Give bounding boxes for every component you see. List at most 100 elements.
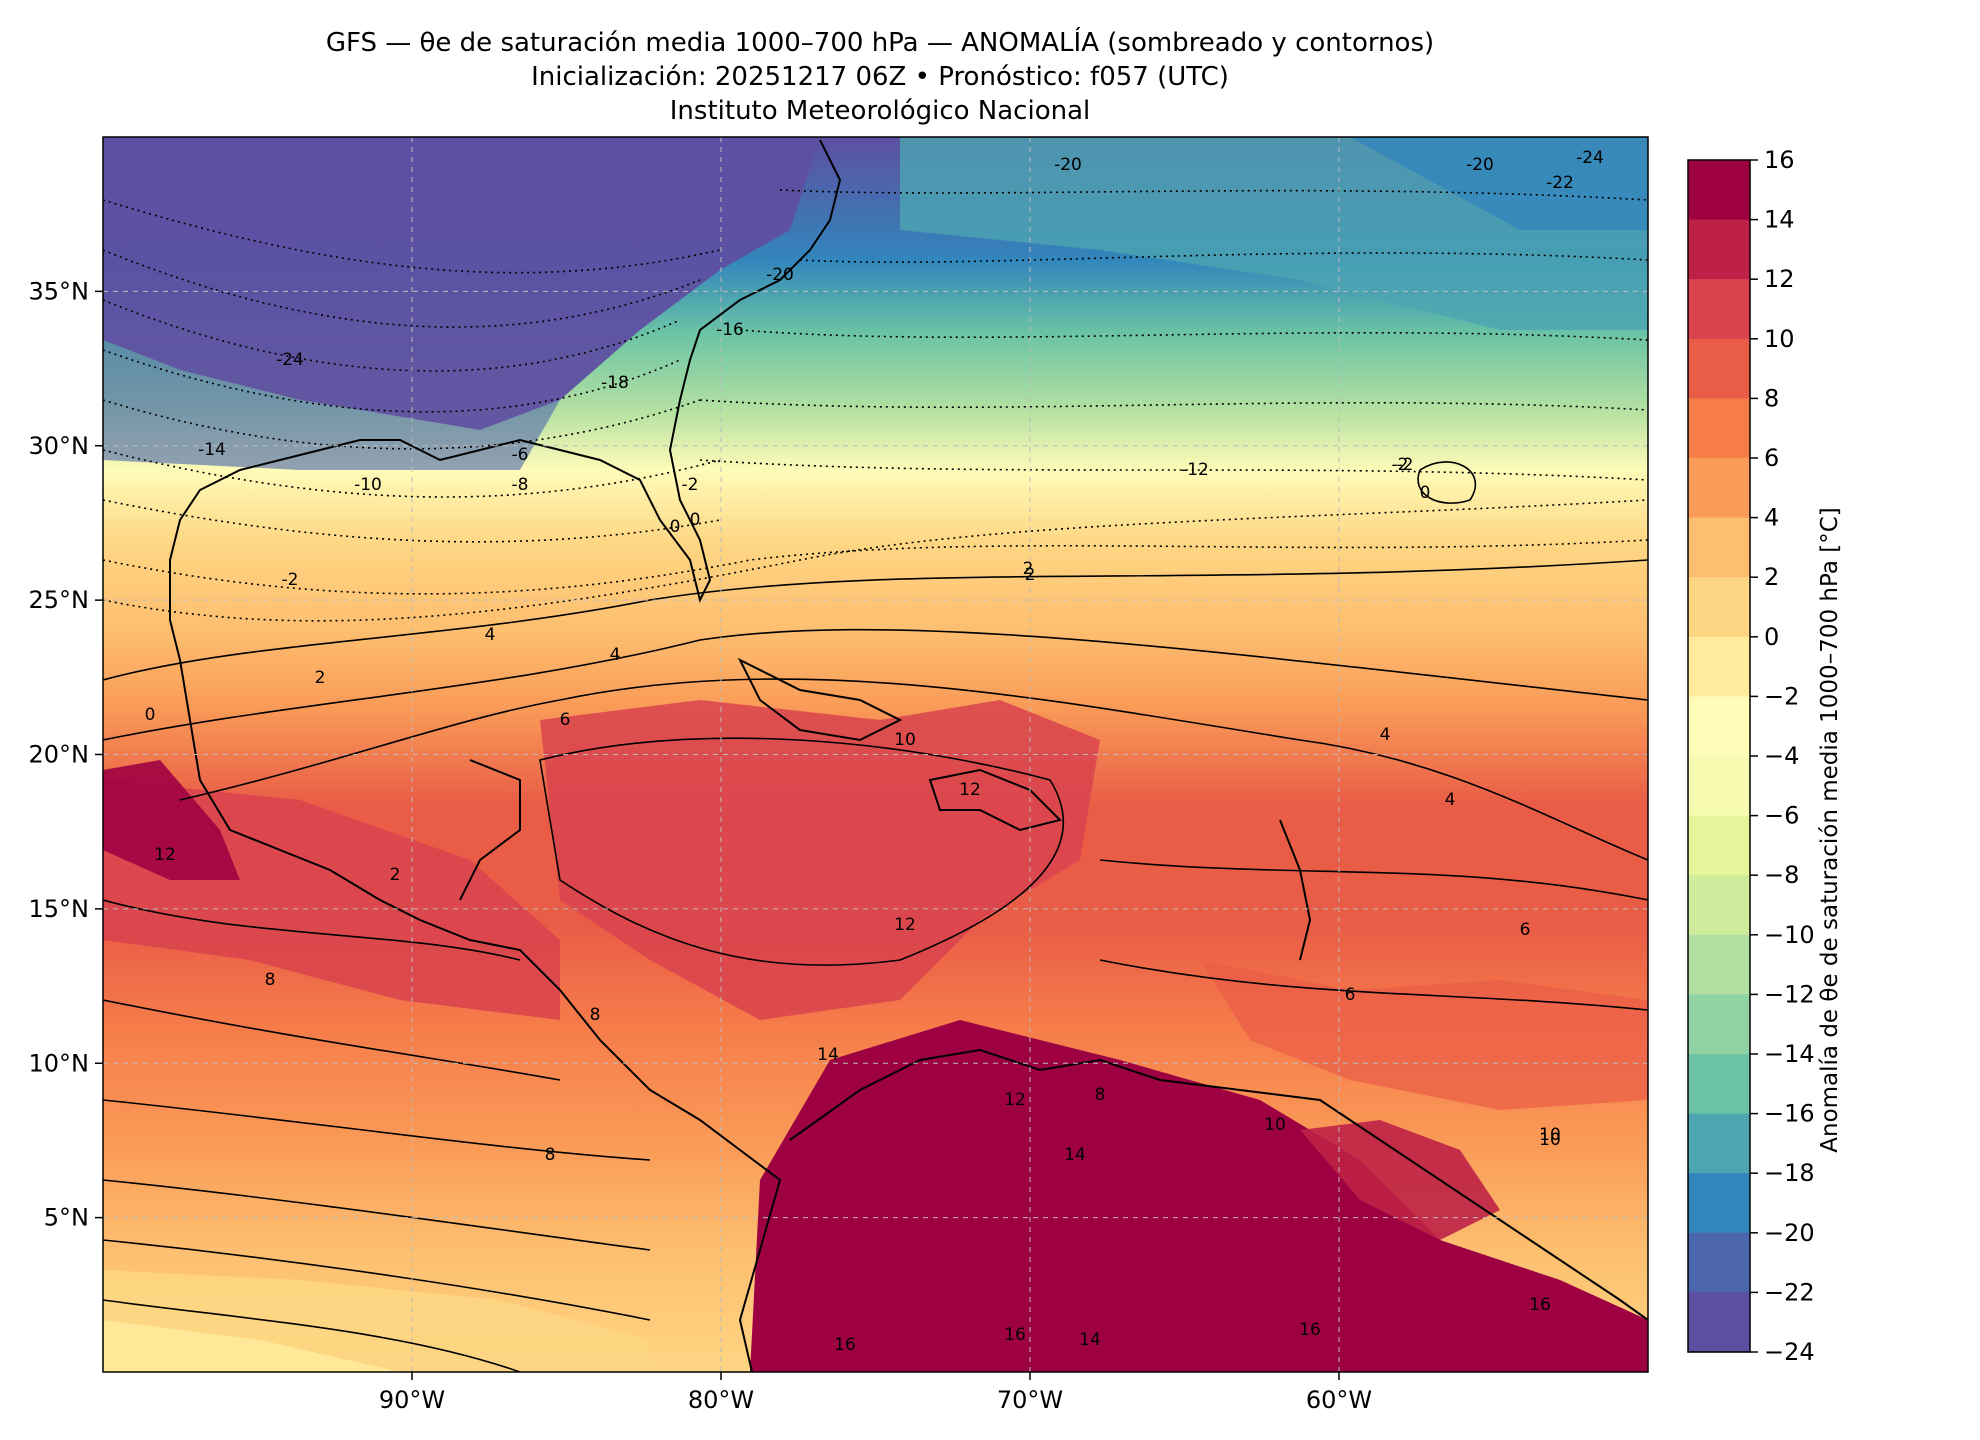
contour-label: 4 <box>485 625 496 645</box>
colorbar-tick-label: −20 <box>1764 1219 1815 1247</box>
contour-label: 10 <box>894 730 916 750</box>
colorbar-tick-label: 8 <box>1764 384 1779 412</box>
colorbar-tick-label: −6 <box>1764 802 1799 830</box>
colorbar-tick-label: −10 <box>1764 921 1815 949</box>
coastlines <box>169 139 1648 1372</box>
colorbar-band <box>1688 160 1750 221</box>
contour-label: -22 <box>1546 173 1574 193</box>
colorbar-band <box>1688 934 1750 995</box>
lat-tick-label: 25°N <box>29 586 90 614</box>
colorbar-tick-label: 10 <box>1764 325 1795 353</box>
lon-tick-label: 90°W <box>379 1386 445 1414</box>
contour-label: 6 <box>1520 920 1531 940</box>
colorbar-tick-label: −16 <box>1764 1100 1815 1128</box>
colorbar-band <box>1688 994 1750 1055</box>
contour-label: 4 <box>1445 790 1456 810</box>
contour-label: -20 <box>1466 155 1494 175</box>
colorbar-band <box>1688 279 1750 340</box>
colorbar-band <box>1688 1054 1750 1115</box>
colorbar-band <box>1688 815 1750 876</box>
contour-label: 2 <box>390 865 401 885</box>
anomaly-contours <box>103 189 1648 1372</box>
lon-tick-label: 80°W <box>688 1386 754 1414</box>
contour-label: 14 <box>1079 1330 1101 1350</box>
colorbar <box>1687 159 1751 1353</box>
contour-label: 12 <box>1004 1090 1026 1110</box>
colorbar-band <box>1688 517 1750 578</box>
contour-label: -24 <box>1576 148 1604 168</box>
contour-label: 2 <box>1025 565 1036 585</box>
contour-label: 10 <box>1539 1125 1561 1145</box>
gridlines <box>103 137 1648 1372</box>
contour-label: -10 <box>354 475 382 495</box>
contour-label: 4 <box>610 645 621 665</box>
lat-tick-label: 10°N <box>29 1049 90 1077</box>
contour-label: 10 <box>1264 1115 1286 1135</box>
chart-subtitle-institute: Instituto Meteorológico Nacional <box>669 96 1091 126</box>
contour-label: 16 <box>1529 1295 1551 1315</box>
contour-label: 16 <box>1299 1320 1321 1340</box>
chart-subtitle-init: Inicialización: 20251217 06Z • Pronóstic… <box>531 62 1229 92</box>
contour-label: 8 <box>590 1005 601 1025</box>
contour-label: -2 <box>682 475 699 495</box>
colorbar-band <box>1688 338 1750 399</box>
contour-label: 6 <box>1345 985 1356 1005</box>
colorbar-band <box>1688 875 1750 936</box>
contour-label: -20 <box>766 265 794 285</box>
contour-label: -8 <box>512 475 529 495</box>
contour-label: -12 <box>1181 460 1209 480</box>
contour-label: 14 <box>817 1045 839 1065</box>
colorbar-tick-label: −14 <box>1764 1040 1815 1068</box>
colorbar-tick-label: 2 <box>1764 563 1779 591</box>
lon-tick-label: 60°W <box>1306 1386 1372 1414</box>
colorbar-band <box>1688 398 1750 459</box>
lat-tick-label: 35°N <box>29 277 90 305</box>
lat-tick-label: 30°N <box>29 432 90 460</box>
contour-label: -16 <box>716 320 744 340</box>
anomaly-shading <box>103 137 1648 1372</box>
colorbar-tick-label: −22 <box>1764 1278 1815 1306</box>
contour-label: 14 <box>1064 1145 1086 1165</box>
colorbar-tick-label: 12 <box>1764 265 1795 293</box>
colorbar-tick-label: 6 <box>1764 444 1779 472</box>
contour-label: 8 <box>545 1145 556 1165</box>
colorbar-tick-label: −4 <box>1764 742 1799 770</box>
chart-title: GFS — θe de saturación media 1000–700 hP… <box>325 28 1435 58</box>
colorbar-tick-label: 4 <box>1764 504 1779 532</box>
contour-label: -24 <box>276 350 304 370</box>
colorbar-tick-label: −8 <box>1764 861 1799 889</box>
colorbar-band <box>1688 219 1750 280</box>
contour-label: 2 <box>1023 559 1034 579</box>
colorbar-tick-label: 0 <box>1764 623 1779 651</box>
contour-label: 10 <box>1539 1130 1561 1150</box>
contour-label: 4 <box>1380 725 1391 745</box>
colorbar-tick-label: −12 <box>1764 980 1815 1008</box>
colorbar-band <box>1688 1232 1750 1293</box>
contour-label: 2 <box>315 668 326 688</box>
colorbar-band <box>1688 756 1750 817</box>
colorbar-label: Anomalía de θe de saturación media 1000–… <box>1817 507 1843 1153</box>
contour-label: -6 <box>512 445 529 465</box>
contour-label: -2 <box>282 570 299 590</box>
contour-label: -18 <box>601 373 629 393</box>
lon-tick-label: 70°W <box>997 1386 1063 1414</box>
colorbar-tick-label: 14 <box>1764 206 1795 234</box>
contour-label: -14 <box>198 440 226 460</box>
contour-label: 8 <box>1095 1085 1106 1105</box>
contour-label: 12 <box>154 845 176 865</box>
lat-tick-label: 20°N <box>29 741 90 769</box>
contour-label: 16 <box>1004 1325 1026 1345</box>
colorbar-band <box>1688 1173 1750 1234</box>
contour-label: 6 <box>560 710 571 730</box>
contour-label: 0 <box>145 705 156 725</box>
contour-label: -2 <box>1397 455 1414 475</box>
colorbar-band <box>1688 1292 1750 1353</box>
colorbar-tick-label: −24 <box>1764 1338 1815 1366</box>
contour-label: 12 <box>894 915 916 935</box>
colorbar-band <box>1688 696 1750 757</box>
colorbar-tick-label: 16 <box>1764 146 1795 174</box>
contour-label: 0 <box>670 517 681 537</box>
contour-label: -2 <box>1392 455 1409 475</box>
contour-label: -20 <box>1054 155 1082 175</box>
